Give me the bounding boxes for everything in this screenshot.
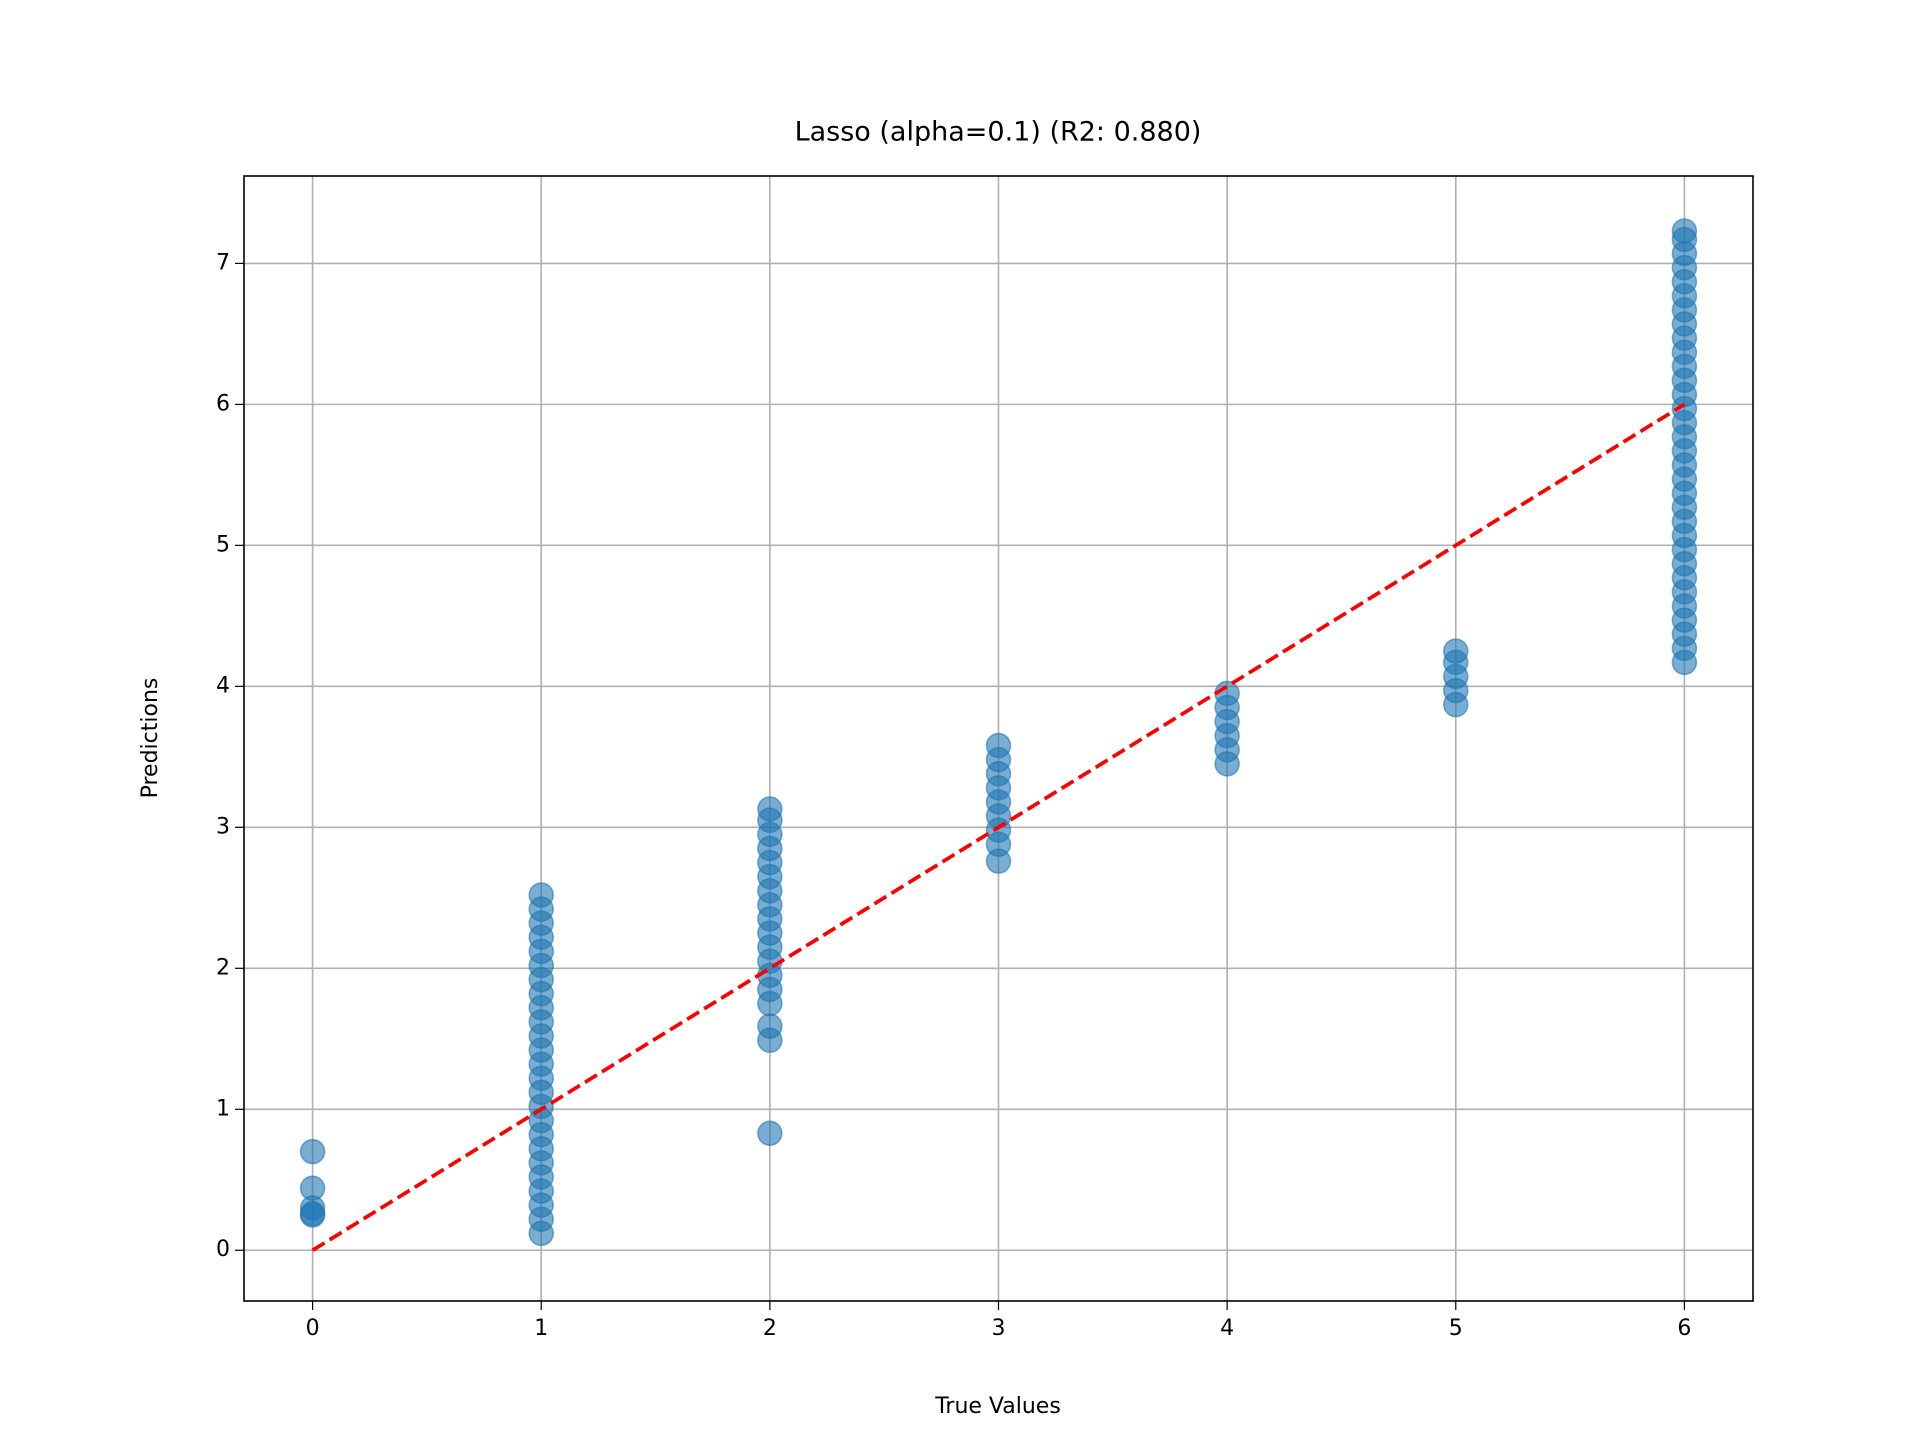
reference-line (311, 402, 1686, 1252)
x-axis-label: True Values (934, 1394, 1061, 1419)
point (757, 1120, 783, 1146)
x-tick-label: 5 (1449, 1316, 1463, 1341)
point (757, 1013, 783, 1039)
x-tick-label: 4 (1220, 1316, 1234, 1341)
y-tick-label: 6 (216, 391, 230, 416)
point (299, 1202, 326, 1228)
x-tick-label: 1 (534, 1316, 548, 1341)
chart-title: Lasso (alpha=0.1) (R2: 0.880) (795, 117, 1202, 148)
y-axis-label: Predictions (138, 678, 163, 799)
point (299, 1138, 326, 1165)
y-tick-label: 4 (216, 673, 230, 698)
point (985, 732, 1012, 759)
x-tick-label: 6 (1677, 1316, 1691, 1341)
plot-frame (243, 175, 1754, 1302)
x-tick-label: 3 (992, 1316, 1006, 1341)
point (528, 882, 554, 908)
point (1671, 218, 1698, 244)
x-tick-label: 0 (306, 1316, 320, 1341)
y-tick-label: 7 (216, 250, 230, 275)
y-tick-label: 1 (216, 1096, 230, 1121)
y-tick-label: 3 (216, 814, 230, 839)
y-tick-label: 0 (216, 1237, 230, 1262)
x-tick-label: 2 (763, 1316, 777, 1341)
point (757, 796, 783, 822)
y-tick-label: 2 (216, 955, 230, 980)
point (1443, 638, 1469, 664)
y-tick-label: 5 (216, 532, 230, 557)
